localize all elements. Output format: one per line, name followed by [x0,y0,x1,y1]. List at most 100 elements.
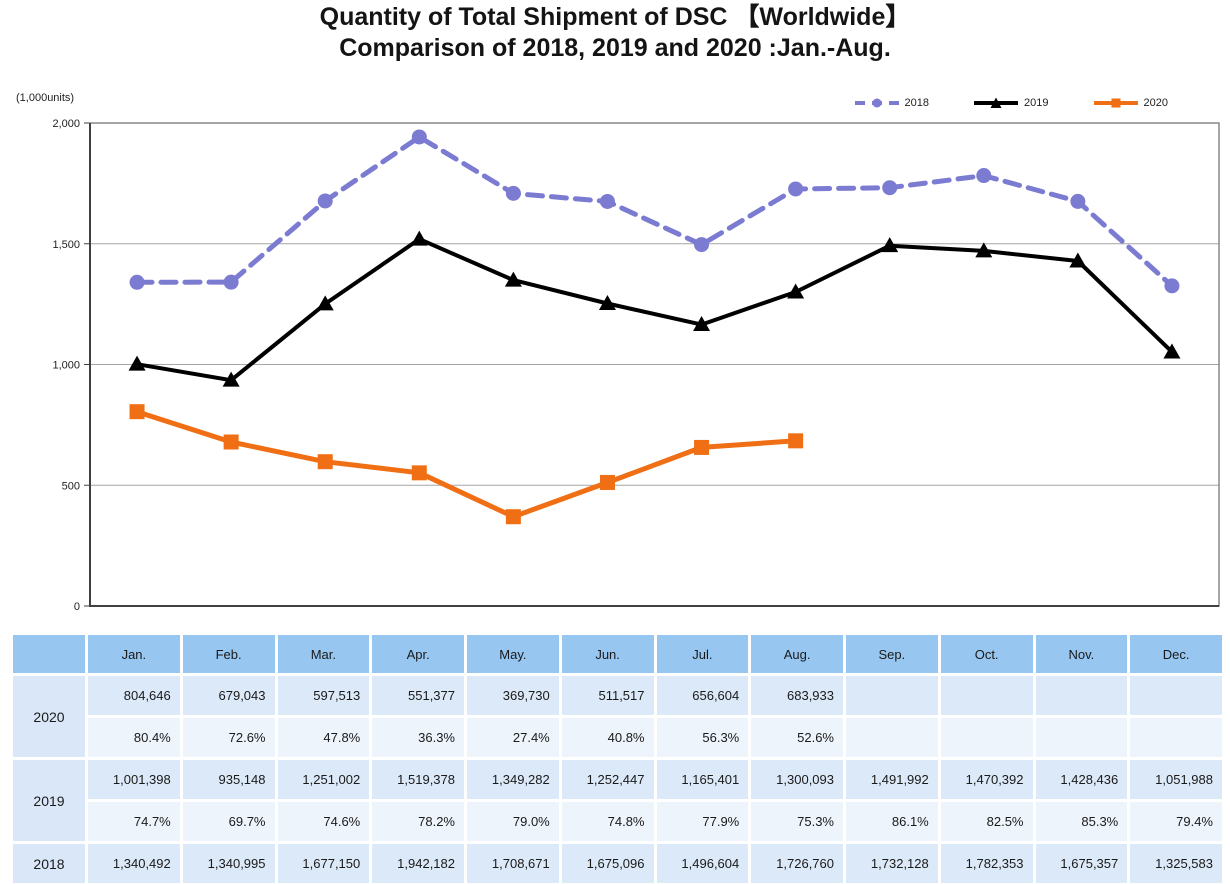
data-point-2019 [128,355,146,371]
value-cell-2018: 1,496,604 [656,844,749,883]
corner-cell [13,635,85,673]
value-cell-2019: 1,300,093 [751,760,843,799]
y-axis-unit-label: (1,000units) [16,92,75,104]
data-point-2018 [882,180,898,196]
data-point-2019 [787,283,805,299]
month-header-apr: Apr. [372,635,464,673]
percent-cell-2019: 86.1% [846,802,938,841]
percent-cell-2019: 82.5% [940,802,1033,841]
value-cell-2019: 1,428,436 [1035,760,1128,799]
legend-label-2018: 2018 [904,97,930,109]
legend-marker-2018 [854,98,899,108]
value-cell-2020 [846,676,938,715]
year-cell-2018: 2018 [13,844,85,883]
legend-label-2020: 2020 [1143,97,1168,109]
data-point-2020 [129,404,145,420]
percent-cell-2020 [1035,718,1128,757]
percent-cell-2020: 56.3% [656,718,749,757]
y-tick-label: 500 [62,480,80,492]
data-point-2020 [694,439,710,455]
percent-cell-2020 [1130,718,1222,757]
data-point-2020 [599,474,615,490]
data-point-2018 [788,181,804,197]
legend-item-2019: 2019 [973,95,1049,111]
percent-cell-2020: 40.8% [561,718,654,757]
legend-item-2018: 2018 [854,95,929,111]
percent-cell-2019: 78.2% [372,802,464,841]
value-cell-2020 [1130,676,1222,715]
data-point-2020 [317,454,333,470]
value-cell-2020: 679,043 [182,676,275,715]
value-cell-2020: 656,604 [656,676,749,715]
data-point-2018 [411,129,427,145]
chart-title-line1: Quantity of Total Shipment of DSC 【World… [319,3,911,31]
legend-label-2019: 2019 [1024,97,1049,109]
value-cell-2020: 804,646 [88,676,180,715]
chart-title-line2: Comparison of 2018, 2019 and 2020 :Jan.-… [339,34,891,62]
y-tick-label: 2,000 [52,118,80,130]
data-point-2019 [975,242,993,258]
value-cell-2020: 597,513 [277,676,370,715]
table-row-values-2018: 2018 1,340,492 1,340,995 1,677,150 1,942,182… [13,844,1222,883]
month-header-dec: Dec. [1130,635,1222,673]
value-cell-2019: 1,251,002 [277,760,370,799]
chart-title: Quantity of Total Shipment of DSC 【World… [0,2,1230,64]
data-point-2018 [317,193,333,209]
value-cell-2020: 511,517 [561,676,654,715]
month-header-oct: Oct. [940,635,1033,673]
percent-cell-2019: 79.0% [467,802,559,841]
month-header-mar: Mar. [277,635,370,673]
table-row-percents-2020: 80.4% 72.6% 47.8% 36.3% 27.4% 40.8% 56.3% 52.6% [13,718,1222,757]
value-cell-2018: 1,942,182 [372,844,464,883]
percent-cell-2020 [940,718,1033,757]
data-point-2019 [693,316,711,332]
year-cell-2020: 2020 [13,676,85,757]
percent-cell-2020: 47.8% [277,718,370,757]
y-tick-label: 1,500 [52,239,80,251]
value-cell-2020: 551,377 [372,676,464,715]
data-point-2018 [505,185,521,201]
value-cell-2018: 1,708,671 [467,844,559,883]
value-cell-2020 [1035,676,1128,715]
percent-cell-2019: 85.3% [1035,802,1128,841]
data-point-2020 [223,434,239,450]
data-point-2018 [129,274,145,290]
data-point-2019 [222,371,240,387]
data-point-2018 [1070,193,1086,209]
data-point-2018 [223,274,239,290]
value-cell-2018: 1,675,357 [1035,844,1128,883]
value-cell-2019: 1,349,282 [467,760,559,799]
data-point-2018 [599,193,615,209]
value-cell-2020 [940,676,1033,715]
value-cell-2018: 1,677,150 [277,844,370,883]
value-cell-2019: 1,001,398 [88,760,180,799]
table-row-values-2019: 2019 1,001,398 935,148 1,251,002 1,519,378 1,… [13,760,1222,841]
value-cell-2019: 1,051,988 [1130,760,1222,799]
month-header-sep: Sep. [846,635,938,673]
data-point-2020 [411,465,427,481]
month-header-nov: Nov. [1035,635,1128,673]
y-tick-label: 1,000 [52,360,80,372]
series-line-2018 [134,134,1175,289]
value-cell-2018: 1,782,353 [940,844,1033,883]
month-header-feb: Feb. [182,635,275,673]
legend-marker-2019 [974,97,1019,108]
percent-cell-2019: 74.6% [277,802,370,841]
shipment-data-table: Jan. Feb. Mar. Apr. May. Jun. Jul. Aug. Sep. Oct.… [10,632,1225,884]
table-row-percents-2019: 74.7% 69.7% 74.6% 78.2% 79.0% 74.8% 77.9% 75.3%… [13,802,1222,841]
data-point-2020 [788,433,804,449]
chart-legend: 2018 2019 2020 [854,95,1168,111]
data-point-2020 [505,509,521,525]
data-point-2019 [316,295,334,311]
year-cell-2019: 2019 [13,760,85,841]
series-line-2020 [134,409,799,520]
value-cell-2019: 1,519,378 [372,760,464,799]
legend-marker-2020 [1093,98,1138,108]
data-point-2019 [1163,343,1181,359]
y-tick-label: 0 [74,601,80,613]
value-cell-2018: 1,732,128 [846,844,938,883]
data-point-2018 [694,237,710,253]
data-point-2019 [410,230,428,246]
series-line-2019 [135,237,1174,383]
legend-item-2020: 2020 [1093,95,1168,111]
